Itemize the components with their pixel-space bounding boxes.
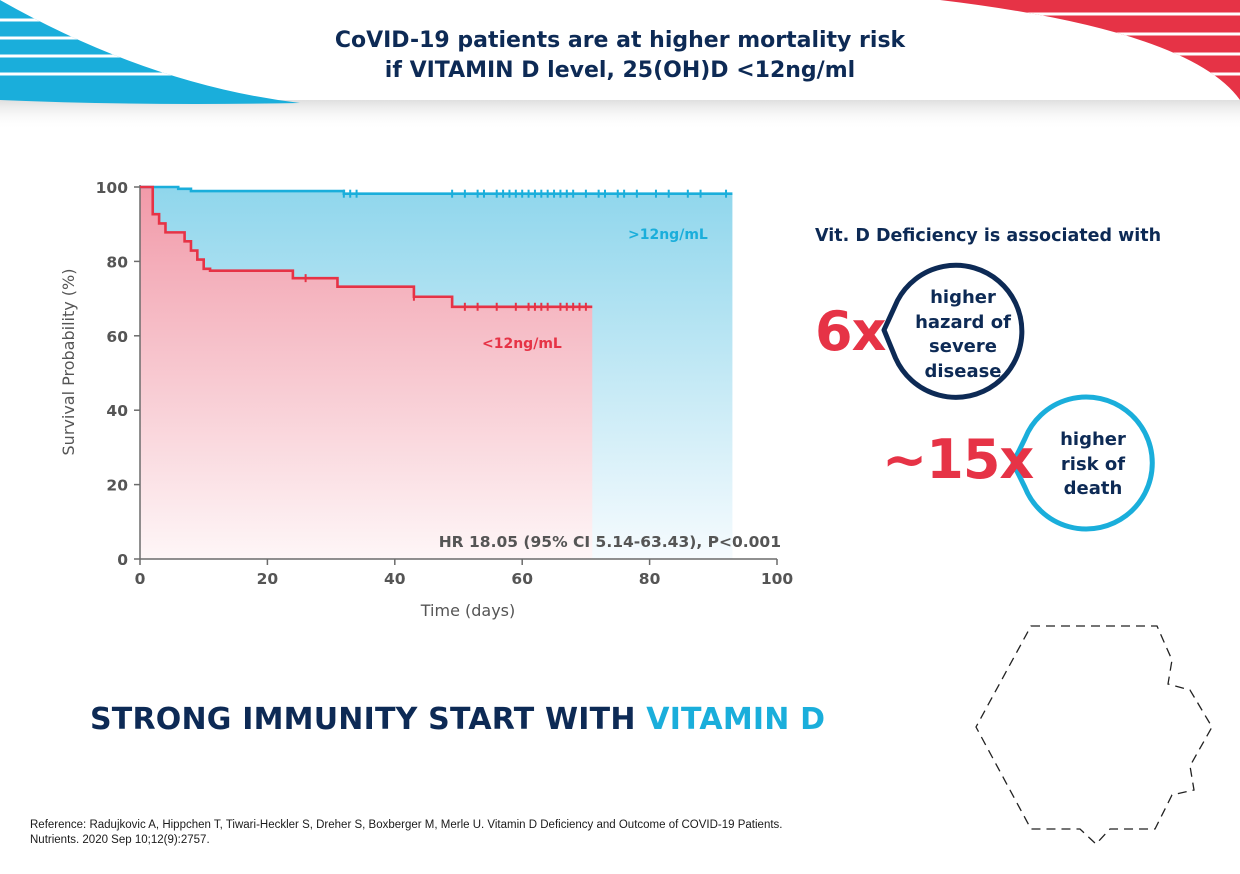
death-line-3: death xyxy=(1063,478,1123,499)
side-heading: Vit. D Deficiency is associated with xyxy=(815,226,1162,246)
y-tick-label: 0 xyxy=(117,551,128,569)
reference-line-1: Reference: Radujkovic A, Hippchen T, Tiw… xyxy=(30,819,783,831)
area-fills xyxy=(140,187,733,559)
series-lines xyxy=(140,185,733,311)
series-label-low: <12ng/mL xyxy=(482,336,562,352)
death-line-2: risk of xyxy=(1060,453,1126,475)
series-label-high: >12ng/mL xyxy=(628,227,708,243)
reference-citation: Reference: Radujkovic A, Hippchen T, Tiw… xyxy=(30,818,890,848)
x-tick-label: 100 xyxy=(761,570,794,588)
hazard-ratio-annotation: HR 18.05 (95% CI 5.14-63.43), P<0.001 xyxy=(439,533,781,551)
hazard-line-2: hazard of xyxy=(915,311,1011,333)
title-line-1: CoVID-19 patients are at higher mortalit… xyxy=(334,28,906,53)
page-title: CoVID-19 patients are at higher mortalit… xyxy=(0,26,1240,86)
hazard-multiplier: 6x xyxy=(815,300,886,363)
y-axis-title: Survival Probability (%) xyxy=(59,269,78,456)
area-fill-low xyxy=(140,187,593,559)
tagline: STRONG IMMUNITY START WITH VITAMIN D xyxy=(90,702,825,737)
hazard-line-4: disease xyxy=(924,360,1002,382)
dashed-hexagon-decoration xyxy=(975,625,1213,845)
y-tick-label: 60 xyxy=(106,328,128,346)
x-axis-title: Time (days) xyxy=(420,601,516,620)
y-tick-label: 20 xyxy=(106,477,128,495)
hazard-line-3: severe xyxy=(929,336,997,357)
x-tick-label: 80 xyxy=(639,570,661,588)
reference-line-2: Nutrients. 2020 Sep 10;12(9):2757. xyxy=(30,834,210,846)
title-line-2: if VITAMIN D level, 25(OH)D <12ng/ml xyxy=(384,58,856,83)
header-shadow xyxy=(0,100,1240,130)
hazard-bubble-text: higher hazard of severe disease xyxy=(900,286,1026,384)
hazard-line-1: higher xyxy=(930,287,996,308)
series-line-low xyxy=(140,185,593,309)
death-speech-bubble xyxy=(1010,394,1155,532)
axes xyxy=(134,185,778,565)
x-tick-label: 60 xyxy=(511,570,533,588)
x-tick-label: 20 xyxy=(257,570,279,588)
x-tick-label: 0 xyxy=(135,570,146,588)
hazard-speech-bubble xyxy=(881,262,1025,400)
death-multiplier: ~15x xyxy=(882,428,1034,491)
death-bubble-text: higher risk of death xyxy=(1030,428,1156,502)
death-line-1: higher xyxy=(1060,429,1126,450)
y-tick-label: 40 xyxy=(106,402,128,420)
header-decoration xyxy=(0,0,1240,130)
tagline-highlight: VITAMIN D xyxy=(646,702,826,737)
y-tick-label: 80 xyxy=(106,253,128,271)
x-tick-label: 40 xyxy=(384,570,406,588)
tick-labels: 0 20 40 60 80 100 0 20 40 60 80 100 xyxy=(96,179,794,588)
tagline-part-1: STRONG IMMUNITY START WITH xyxy=(90,702,647,737)
y-tick-label: 100 xyxy=(96,179,129,197)
